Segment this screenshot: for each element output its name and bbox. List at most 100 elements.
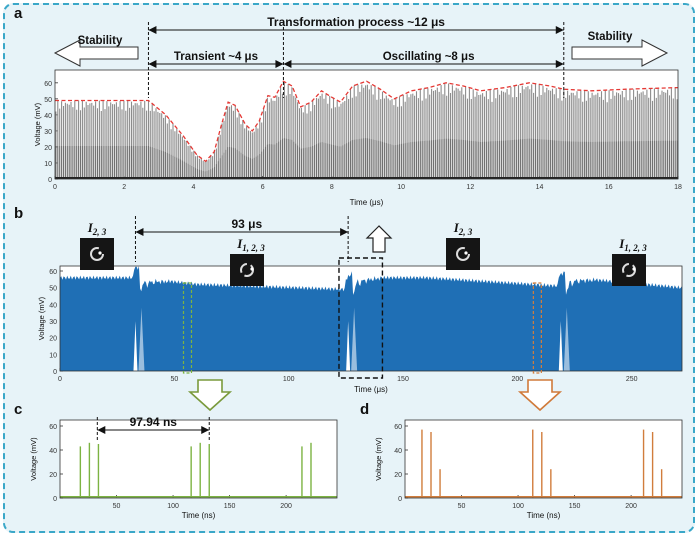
a-ytick-label: 0: [48, 177, 52, 184]
c-measure-arrow-head: [201, 426, 210, 434]
a-process-label: Transformation process ~12 μs: [267, 15, 445, 29]
a-xtick-label: 14: [536, 184, 544, 191]
a-ylabel: Voltage (mV): [33, 102, 42, 146]
d-xtick-label: 100: [512, 503, 524, 510]
b-ytick-label: 0: [53, 369, 57, 376]
b-panel-label: b: [14, 205, 23, 222]
a-ytick-label: 20: [44, 145, 52, 152]
b-ytick-label: 60: [49, 269, 57, 276]
c-panel-label: c: [14, 401, 22, 418]
b-trace-area: [60, 266, 682, 371]
a-ytick-label: 10: [44, 161, 52, 168]
b-dip-gap: [351, 307, 358, 371]
b-xtick-label: 200: [512, 376, 524, 383]
c-measure-arrow-head: [97, 426, 106, 434]
b-mode-ring: [90, 247, 104, 261]
b-ytick-label: 40: [49, 302, 57, 309]
c-axes-frame: [59, 419, 338, 499]
a-oscillating-label: Oscillating ~8 μs: [383, 51, 475, 63]
a-panel-label: a: [14, 5, 23, 22]
c-xtick-label: 50: [113, 503, 121, 510]
b-xtick-label: 250: [626, 376, 638, 383]
b-zoom-box: [338, 257, 384, 379]
d-ytick-label: 40: [394, 448, 402, 455]
b-measure-arrow-head: [135, 228, 144, 236]
c-xlabel: Time (ns): [182, 511, 216, 520]
d-xtick-label: 200: [625, 503, 637, 510]
b-mode-image: [612, 254, 646, 286]
d-panel-label: d: [360, 401, 369, 418]
d-plot-area: [405, 420, 682, 498]
b-window-green: [182, 282, 193, 374]
a-process-arrow-head: [148, 26, 157, 34]
c-down-arrow: [187, 379, 233, 412]
a-xlabel: Time (μs): [350, 198, 384, 207]
a-ytick-label: 30: [44, 129, 52, 136]
a-oscillating-arrow-head: [555, 60, 564, 68]
b-ytick-label: 10: [49, 352, 57, 359]
a-transient-arrow-head: [275, 60, 284, 68]
b-mode-image: [446, 238, 480, 270]
c-xtick-label: 200: [280, 503, 292, 510]
a-transient-label: Transient ~4 μs: [174, 51, 258, 63]
b-mode-image: [230, 254, 264, 286]
d-ytick-label: 20: [394, 472, 402, 479]
b-mode-image: [80, 238, 114, 270]
b-mode-spot: [98, 251, 102, 255]
a-axes-frame: [54, 69, 679, 180]
b-ytick-label: 30: [49, 319, 57, 326]
b-measure-arrow-head: [340, 228, 349, 236]
c-ytick-label: 60: [49, 424, 57, 431]
d-down-arrow: [517, 379, 563, 412]
c-plot-area: [60, 420, 337, 498]
a-xtick-label: 4: [191, 184, 195, 191]
b-zoom-up-arrow: [365, 225, 393, 253]
d-ytick-label: 0: [398, 496, 402, 503]
b-mode-ring: [456, 247, 470, 261]
b-mode-spot: [250, 267, 254, 271]
b-mode-label: I1, 2, 3: [618, 236, 647, 253]
b-dip-gap: [133, 321, 138, 371]
a-ytick-label: 40: [44, 113, 52, 120]
b-xtick-label: 0: [58, 376, 62, 383]
d-xtick-label: 150: [569, 503, 581, 510]
a-xtick-label: 10: [397, 184, 405, 191]
a-pulse-train: [55, 81, 678, 179]
d-xlabel: Time (ns): [527, 511, 561, 520]
a-oscillating-arrow-head: [283, 60, 292, 68]
b-window-orange: [532, 282, 542, 374]
a-left-arrow-shape: [53, 39, 139, 67]
a-plot-area: [55, 70, 678, 179]
b-dip-gap: [558, 321, 563, 371]
b-dip-gap: [346, 321, 351, 371]
c-xtick-label: 100: [167, 503, 179, 510]
b-mode-spot: [464, 251, 468, 255]
a-envelope-line: [55, 80, 679, 163]
b-xlabel: Time (μs): [354, 385, 388, 394]
b-xtick-label: 150: [397, 376, 409, 383]
d-axes-frame: [404, 419, 683, 499]
a-pulse-train-secondary: [55, 138, 678, 179]
c-measure-label: 97.94 ns: [130, 415, 178, 429]
a-transient-arrow-head: [148, 60, 157, 68]
a-xtick-label: 2: [122, 184, 126, 191]
c-ytick-label: 0: [53, 496, 57, 503]
b-axes-frame: [59, 265, 683, 372]
b-mode-label: I1, 2, 3: [236, 236, 265, 253]
a-xtick-label: 16: [605, 184, 613, 191]
c-ylabel: Voltage (mV): [29, 437, 38, 481]
a-ytick-label: 50: [44, 97, 52, 104]
b-xtick-label: 50: [170, 376, 178, 383]
b-xtick-label: 100: [283, 376, 295, 383]
a-left-label: Stability: [78, 35, 123, 47]
a-xtick-label: 18: [674, 184, 682, 191]
a-xtick-label: 12: [466, 184, 474, 191]
b-mode-label: I2, 3: [87, 220, 107, 237]
b-ylabel: Voltage (mV): [37, 296, 46, 340]
a-ytick-label: 60: [44, 81, 52, 88]
a-xtick-label: 8: [330, 184, 334, 191]
a-xtick-label: 6: [261, 184, 265, 191]
c-xtick-label: 150: [224, 503, 236, 510]
